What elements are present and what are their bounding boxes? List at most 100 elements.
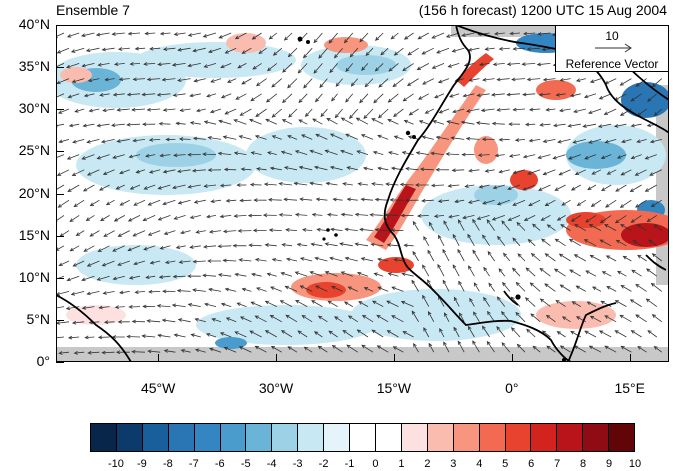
wind-vector — [555, 300, 566, 307]
wind-vector-head — [86, 291, 91, 296]
wind-vector-head — [590, 203, 596, 207]
pos-anomaly-patch — [66, 305, 126, 325]
wind-vector — [357, 150, 369, 155]
lat-tick-label: 0° — [36, 353, 50, 369]
wind-vector — [348, 315, 359, 323]
wind-vector-head — [542, 171, 547, 176]
island — [562, 358, 566, 362]
wind-vector — [512, 237, 521, 247]
wind-vector-head — [439, 327, 443, 333]
wind-vector-head — [129, 186, 135, 190]
wind-vector-head — [219, 183, 225, 188]
wind-vector — [458, 281, 465, 292]
wind-vector-head — [187, 33, 193, 37]
wind-vector-head — [161, 77, 166, 82]
wind-vector — [233, 119, 247, 125]
wind-vector — [378, 167, 389, 171]
wind-vector — [574, 224, 586, 231]
wind-vector-head — [442, 248, 447, 254]
wind-vector-head — [235, 96, 240, 100]
wind-vector — [87, 291, 100, 295]
wind-vector-head — [354, 212, 360, 217]
wind-vector — [258, 47, 267, 54]
wind-vector-head — [233, 214, 238, 218]
wind-vector-head — [256, 82, 261, 87]
wind-vector-head — [483, 296, 487, 302]
neg-anomaly-patch — [196, 305, 376, 345]
wind-vector — [318, 345, 328, 353]
wind-vector — [143, 245, 156, 251]
wind-vector — [330, 228, 343, 231]
wind-vector — [467, 326, 475, 338]
wind-vector — [265, 330, 277, 338]
wind-vector-head — [432, 120, 437, 124]
wind-vector — [297, 243, 308, 247]
wind-vector-head — [224, 50, 229, 54]
wind-vector — [311, 300, 323, 307]
wind-vector-head — [158, 121, 163, 126]
wind-vector — [267, 63, 278, 72]
wind-vector — [206, 333, 217, 338]
wind-vector — [295, 214, 308, 216]
wind-vector-head — [411, 310, 416, 315]
wind-vector-head — [376, 314, 381, 319]
wind-vector — [271, 78, 283, 88]
wind-vector-head — [454, 199, 459, 204]
wind-vector-head — [386, 300, 391, 305]
wind-vector-head — [372, 150, 378, 155]
wind-vector — [557, 331, 566, 338]
wind-vector-head — [571, 301, 576, 305]
wind-vector-head — [486, 219, 491, 224]
wind-vector — [631, 330, 642, 338]
wind-vector — [359, 93, 369, 103]
wind-vector-head — [553, 123, 558, 128]
wind-vector — [99, 184, 110, 191]
wind-vector-head — [112, 155, 117, 159]
wind-vector — [649, 169, 662, 176]
wind-vector-head — [443, 341, 447, 346]
wind-vector-head — [233, 119, 238, 123]
wind-vector — [483, 267, 490, 277]
wind-vector-head — [189, 245, 194, 249]
wind-vector-head — [604, 345, 609, 350]
wind-vector-head — [356, 329, 361, 334]
wind-vector — [226, 199, 237, 202]
wind-vector — [235, 93, 247, 100]
wind-vector — [635, 314, 647, 323]
colorbar-tick-label: -9 — [137, 458, 147, 470]
wind-vector — [59, 230, 70, 237]
wind-vector — [589, 345, 602, 353]
wind-vector — [235, 273, 247, 277]
wind-vector — [144, 63, 156, 65]
wind-vector-head — [530, 313, 535, 318]
wind-vector — [56, 63, 65, 68]
wind-vector — [300, 257, 313, 262]
wind-vector — [509, 154, 521, 157]
wind-vector-head — [573, 109, 578, 114]
wind-vector — [615, 330, 627, 338]
wind-vector-head — [574, 224, 579, 228]
wind-vector-head — [528, 107, 534, 112]
wind-vector-head — [239, 198, 244, 203]
wind-vector — [177, 78, 191, 82]
colorbar-tick-label: 6 — [528, 458, 535, 470]
wind-vector — [448, 184, 460, 187]
wind-vector — [429, 222, 435, 231]
wind-vector — [143, 215, 156, 221]
wind-vector-head — [283, 36, 289, 41]
wind-vector-head — [203, 120, 209, 125]
wind-vector — [148, 291, 161, 293]
wind-vector — [334, 316, 343, 323]
wind-vector — [651, 283, 663, 292]
island — [306, 40, 310, 44]
wind-vector — [158, 184, 171, 190]
wind-vector-head — [554, 238, 559, 243]
wind-vector — [164, 230, 176, 235]
wind-vector — [394, 259, 404, 262]
wind-vector — [559, 253, 571, 262]
wind-vector — [297, 330, 308, 338]
wind-vector-head — [467, 325, 472, 331]
wind-vector — [255, 108, 267, 117]
wind-vector — [387, 330, 399, 338]
wind-vector — [173, 154, 186, 156]
